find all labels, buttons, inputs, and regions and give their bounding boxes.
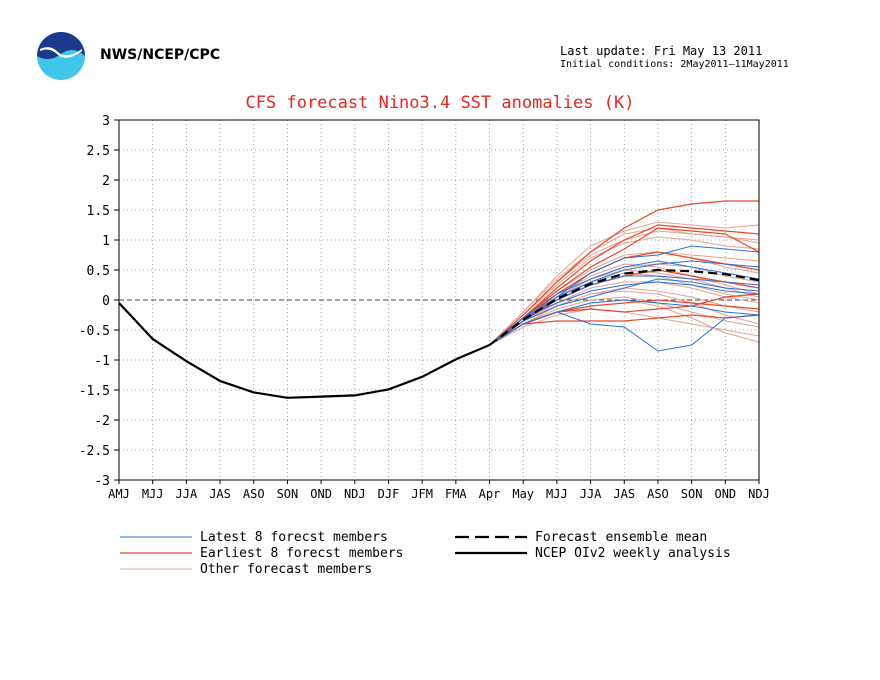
y-tick-label: 2 (102, 174, 110, 189)
y-tick-label: -2.5 (79, 444, 110, 459)
x-tick-label: ASO (243, 487, 265, 501)
other-member-line (489, 281, 760, 346)
x-tick-label: JJA (176, 487, 198, 501)
y-tick-label: 3 (102, 114, 110, 129)
latest-members (489, 245, 760, 352)
earliest-member-line (489, 314, 760, 346)
latest-member-line (489, 275, 760, 346)
latest-member-line (489, 260, 760, 346)
x-tick-label: SON (277, 487, 299, 501)
other-member-line (489, 296, 760, 346)
y-tick-label: 2.5 (87, 144, 110, 159)
y-tick-label: -1.5 (79, 384, 110, 399)
legend-label-earliest: Earliest 8 forecst members (200, 546, 404, 561)
x-tick-label: NDJ (344, 487, 366, 501)
y-tick-label: -1 (94, 354, 110, 369)
x-tick-label: MJJ (142, 487, 164, 501)
x-tick-label: SON (681, 487, 703, 501)
earliest-member-line (489, 224, 760, 346)
earliest-member-line (489, 227, 760, 346)
chart-title: CFS forecast Nino3.4 SST anomalies (K) (246, 93, 635, 113)
legend-label-mean: Forecast ensemble mean (535, 530, 707, 545)
other-member-line (489, 236, 760, 346)
y-axis-ticks: 3 2.5 2 1.5 1 0.5 0 -0.5 -1 -1.5 -2 -2.5 -3 (79, 114, 119, 489)
x-tick-label: JFM (411, 487, 433, 501)
x-tick-label: OND (310, 487, 332, 501)
other-member-line (489, 221, 760, 346)
x-tick-label: DJF (378, 487, 400, 501)
latest-member-line (489, 281, 760, 346)
agency-label: NWS/NCEP/CPC (100, 47, 221, 63)
latest-member-line (489, 299, 760, 346)
earliest-member-line (489, 299, 760, 346)
x-tick-label: NDJ (748, 487, 770, 501)
y-tick-label: -3 (94, 474, 110, 489)
legend-label-analysis: NCEP OIv2 weekly analysis (535, 546, 731, 561)
analysis-line (118, 302, 490, 399)
y-tick-label: -0.5 (79, 324, 110, 339)
x-tick-label: Apr (479, 487, 501, 501)
initial-conditions-label: Initial conditions: 2May2011–11May2011 (560, 59, 789, 70)
x-tick-label: JAS (209, 487, 231, 501)
y-tick-label: -2 (94, 414, 110, 429)
y-tick-label: 1.5 (87, 204, 110, 219)
last-update-label: Last update: Fri May 13 2011 (560, 44, 763, 58)
x-axis-ticks: AMJ MJJ JJA JAS ASO SON OND NDJ DJF JFM FMA Apr May M… (108, 480, 770, 501)
other-member-line (489, 299, 760, 346)
latest-member-line (489, 278, 760, 346)
y-tick-label: 1 (102, 234, 110, 249)
x-tick-label: FMA (445, 487, 467, 501)
ensemble-mean-line (488, 268, 760, 346)
x-tick-label: May (512, 487, 534, 501)
x-tick-label: MJJ (546, 487, 568, 501)
analysis-series (118, 302, 490, 399)
other-members (489, 221, 760, 346)
x-tick-label: ASO (647, 487, 669, 501)
earliest-member-line (489, 200, 759, 346)
x-tick-label: JAS (613, 487, 635, 501)
y-tick-label: 0.5 (87, 264, 110, 279)
x-tick-label: JJA (580, 487, 602, 501)
x-tick-label: OND (714, 487, 736, 501)
noaa-logo (37, 32, 85, 80)
legend-label-other: Other forecast members (200, 562, 372, 577)
ensemble-mean-series (488, 268, 760, 346)
legend-label-latest: Latest 8 forecst members (200, 530, 388, 545)
y-tick-label: 0 (102, 294, 110, 309)
x-tick-label: AMJ (108, 487, 130, 501)
